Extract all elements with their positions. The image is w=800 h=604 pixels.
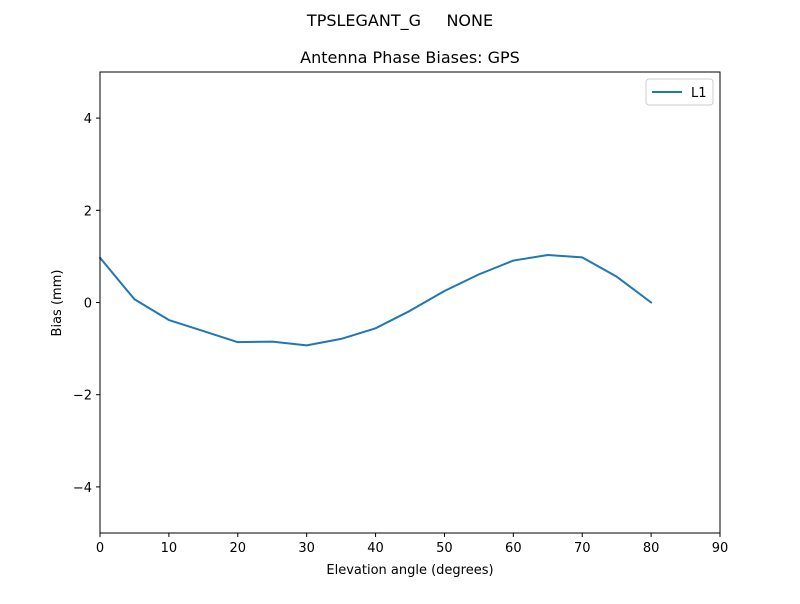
figure-suptitle: TPSLEGANT_G NONE xyxy=(306,11,493,31)
y-tick-label: 4 xyxy=(84,112,92,127)
x-tick-label: 20 xyxy=(230,541,247,556)
y-tick-label: 0 xyxy=(84,297,92,312)
legend-label-l1: L1 xyxy=(691,86,707,101)
x-tick-label: 50 xyxy=(436,541,453,556)
axes-frame xyxy=(99,71,721,534)
y-tick-label: −4 xyxy=(73,481,92,496)
series-line-l1 xyxy=(99,254,653,347)
y-tick-label: 2 xyxy=(84,204,92,219)
x-tick-label: 30 xyxy=(298,541,315,556)
x-tick-label: 60 xyxy=(505,541,522,556)
x-tick-label: 10 xyxy=(161,541,178,556)
y-axis-label: Bias (mm) xyxy=(50,270,65,337)
plot-area: 0 10 20 30 40 50 60 70 80 90 −4 −2 0 2 4 L1 xyxy=(73,71,729,556)
y-tick-label: −2 xyxy=(73,389,92,404)
x-tick-label: 40 xyxy=(367,541,384,556)
x-tick-label: 80 xyxy=(643,541,660,556)
x-axis-label: Elevation angle (degrees) xyxy=(326,563,493,578)
x-tick-label: 70 xyxy=(574,541,591,556)
legend: L1 xyxy=(645,78,714,106)
chart-title: Antenna Phase Biases: GPS xyxy=(300,48,520,67)
x-tick-label: 90 xyxy=(712,541,729,556)
x-tick-label: 0 xyxy=(96,541,104,556)
